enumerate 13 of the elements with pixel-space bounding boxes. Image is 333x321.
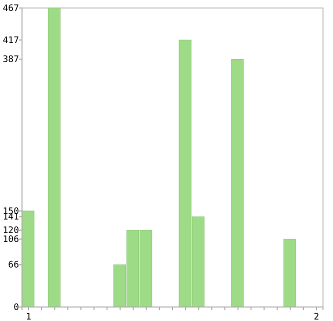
y-tick-label: 106	[2, 235, 19, 246]
y-tick-label: 66	[8, 260, 19, 271]
y-tick-label: 467	[2, 4, 19, 14]
y-tick-label: 0	[14, 302, 19, 313]
bar	[283, 238, 296, 308]
y-tick-label: 120	[2, 226, 19, 236]
bar	[48, 8, 61, 308]
bar	[22, 210, 34, 308]
x-tick-label: 2	[314, 312, 320, 321]
y-tick-label: 417	[2, 36, 19, 46]
x-tick-label: 1	[26, 312, 32, 321]
y-tick-label: 387	[2, 55, 19, 66]
bar	[231, 58, 244, 308]
